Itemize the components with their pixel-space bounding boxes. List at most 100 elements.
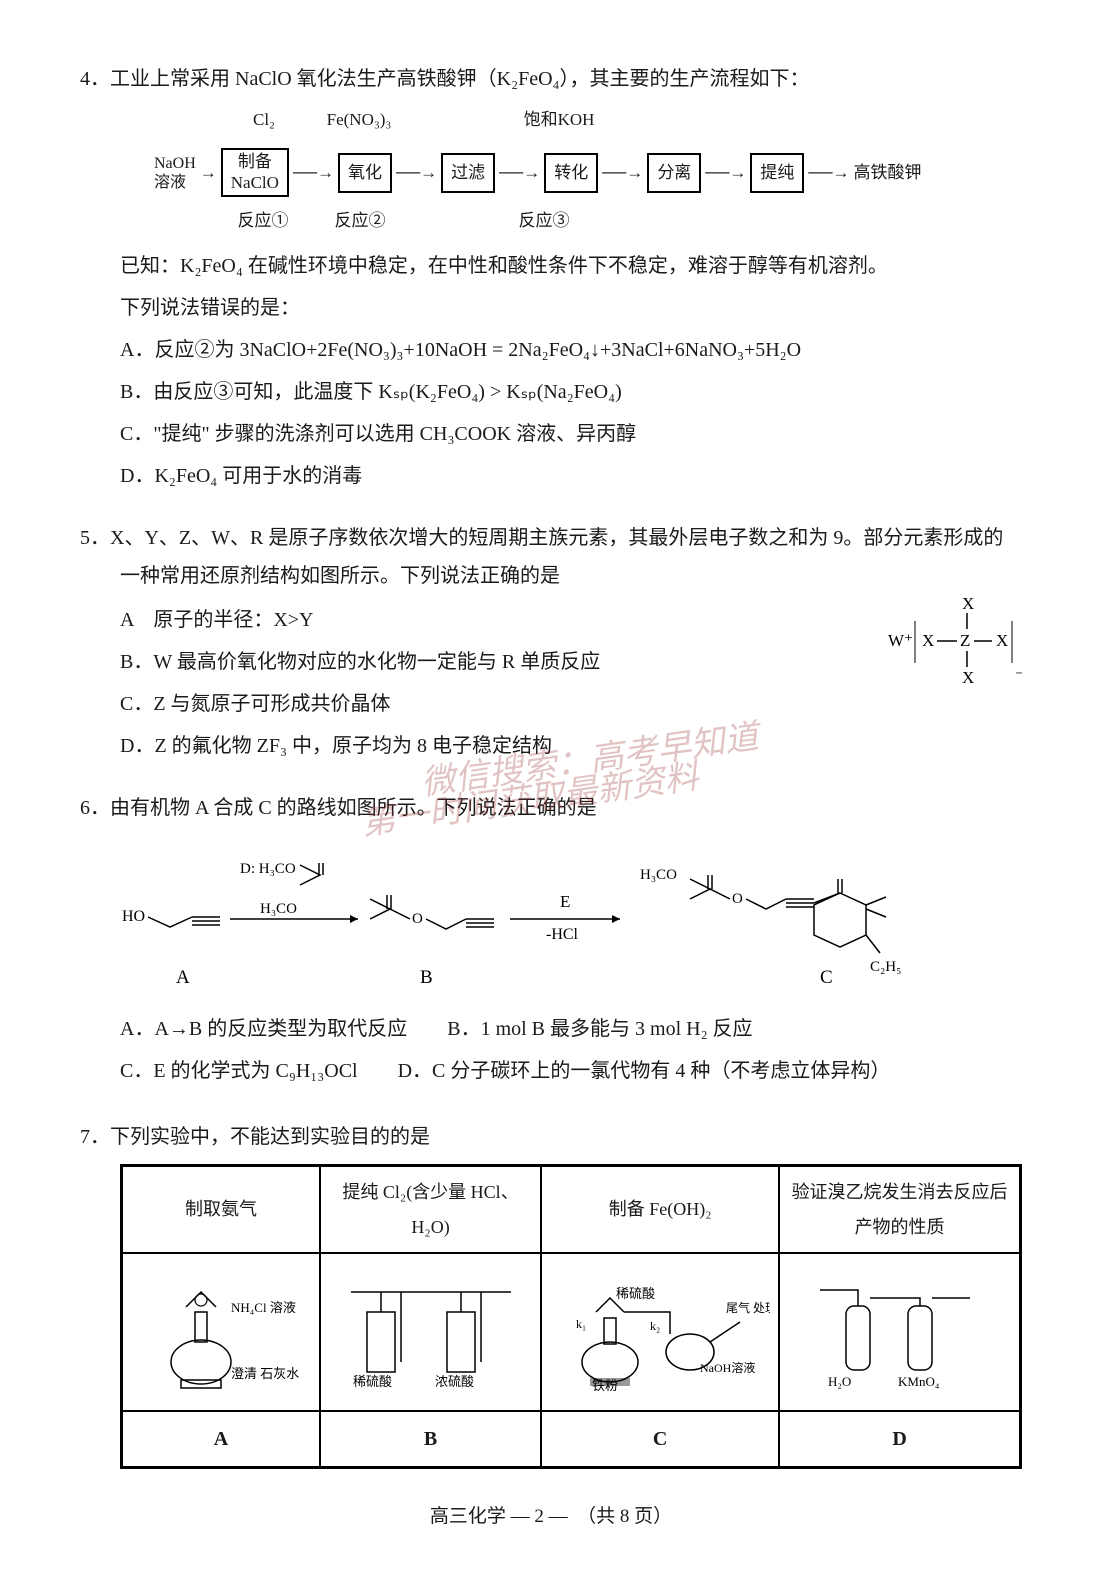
arrow-icon: ──→ <box>499 157 540 189</box>
q7-intro-text: 下列实验中，不能达到实验目的的是 <box>110 1126 430 1148</box>
q6-intro: 6．由有机物 A 合成 C 的路线如图所示。下列说法正确的是 <box>80 789 1022 827</box>
flow-rxn-2: 反应② <box>308 205 412 237</box>
diagC-l2: 尾气 处理 <box>726 1300 770 1315</box>
arrow-icon: ──→ <box>293 157 334 189</box>
label-A: A <box>176 967 190 988</box>
q4-intro-text: 工业上常采用 NaClO 氧化法生产高铁酸钾（K₂FeO₄），其主要的生产流程如… <box>110 68 810 90</box>
q7-intro: 7．下列实验中，不能达到实验目的的是 <box>80 1118 1022 1156</box>
question-7: 7．下列实验中，不能达到实验目的的是 制取氨气 提纯 Cl₂(含少量 HCl、H… <box>80 1118 1022 1469</box>
struct-X4: X <box>962 668 974 687</box>
diagA-l1: NH₄Cl 溶液 <box>231 1300 296 1315</box>
flow-box-2: 氧化 <box>338 153 392 193</box>
arrow-icon: ──→ <box>705 157 746 189</box>
q5-intro: 5．X、Y、Z、W、R 是原子序数依次增大的短周期主族元素，其最外层电子数之和为… <box>80 519 1022 595</box>
flow-inputs: Cl₂ Fe(NO₃)₃ 饱和KOH <box>154 104 1022 136</box>
flow-start: NaOH 溶液 <box>154 154 196 192</box>
q6-optA: A．A→B 的反应类型为取代反应 <box>120 1010 407 1048</box>
q6-optB: B．1 mol B 最多能与 3 mol H₂ 反应 <box>447 1010 752 1048</box>
reagent-E: E <box>560 892 570 911</box>
diagB-l2: 浓硫酸 <box>435 1374 474 1389</box>
diag-B: 稀硫酸 浓硫酸 <box>320 1253 541 1412</box>
q4-optA: A．反应②为 3NaClO+2Fe(NO₃)₃+10NaOH = 2Na₂FeO… <box>120 331 1022 369</box>
arrow-icon: ──→ <box>396 157 437 189</box>
th-A: 制取氨气 <box>122 1166 321 1253</box>
q4-intro: 4．工业上常采用 NaClO 氧化法生产高铁酸钾（K₂FeO₄），其主要的生产流… <box>80 60 1022 98</box>
diagC-l1: 稀硫酸 <box>616 1286 655 1301</box>
diagC-k2: k₂ <box>650 1319 660 1333</box>
flow-rxn-3 <box>412 205 492 237</box>
svg-text:O: O <box>732 891 743 907</box>
q7-number: 7． <box>80 1126 110 1148</box>
apparatus-C: 稀硫酸 尾气 处理 NaOH溶液 铁粉 k₁ k₂ <box>550 1262 770 1392</box>
diag-A: NH₄Cl 溶液 澄清 石灰水 <box>122 1253 321 1412</box>
label-B: B <box>420 967 433 988</box>
q6-number: 6． <box>80 797 110 819</box>
flow-box-4: 转化 <box>544 153 598 193</box>
q4-stem: 下列说法错误的是： <box>120 289 1022 327</box>
flow-box-1: 制备 NaClO <box>221 148 289 197</box>
diagD-l2: KMnO₄ <box>898 1374 940 1389</box>
page-footer: 高三化学 — 2 — （共 8 页） <box>80 1499 1022 1535</box>
struct-W: W⁺ <box>888 631 913 650</box>
svg-text:C₂H₅: C₂H₅ <box>870 959 901 975</box>
q4-known: 已知：K₂FeO₄ 在碱性环境中稳定，在中性和酸性条件下不稳定，难溶于醇等有机溶… <box>120 247 1022 285</box>
th-B: 提纯 Cl₂(含少量 HCl、H₂O) <box>320 1166 541 1253</box>
q5-number: 5． <box>80 527 110 549</box>
flow-input-2: Fe(NO₃)₃ <box>304 104 414 136</box>
diag-C: 稀硫酸 尾气 处理 NaOH溶液 铁粉 k₁ k₂ <box>541 1253 779 1412</box>
q5-intro-text: X、Y、Z、W、R 是原子序数依次增大的短周期主族元素，其最外层电子数之和为 9… <box>110 527 1003 587</box>
svg-text:O: O <box>412 911 423 927</box>
q6-optD: D．C 分子碳环上的一氯代物有 4 种（不考虑立体异构） <box>398 1052 891 1090</box>
q6-reaction-scheme: HO D: H₃CO H₃CO O E -HCl H₃CO O <box>120 843 1000 993</box>
flowchart: NaOH 溶液 → 制备 NaClO ──→ 氧化 ──→ 过滤 ──→ 转化 … <box>154 148 1022 197</box>
apparatus-A: NH₄Cl 溶液 澄清 石灰水 <box>131 1262 311 1392</box>
flow-end: 高铁酸钾 <box>854 157 922 189</box>
q5-structure-diagram: X W⁺ X Z X X ⁻ <box>882 591 1022 691</box>
label-A: A <box>122 1411 321 1468</box>
c-h3co: H₃CO <box>640 867 677 883</box>
struct-Z: Z <box>960 631 970 650</box>
flow-box-6: 提纯 <box>750 153 804 193</box>
label-D: D <box>779 1411 1020 1468</box>
flow-input-1: Cl₂ <box>224 104 304 136</box>
svg-text:HO: HO <box>122 908 145 925</box>
diagA-l2: 澄清 石灰水 <box>231 1366 299 1381</box>
q6-optC: C．E 的化学式为 C₉H₁₃OCl <box>120 1052 358 1090</box>
q4-number: 4． <box>80 68 110 90</box>
q5-optD: D．Z 的氟化物 ZF₃ 中，原子均为 8 电子稳定结构 <box>120 727 1022 765</box>
q6-intro-text: 由有机物 A 合成 C 的路线如图所示。下列说法正确的是 <box>110 797 597 819</box>
table-header-row: 制取氨气 提纯 Cl₂(含少量 HCl、H₂O) 制备 Fe(OH)₂ 验证溴乙… <box>122 1166 1021 1253</box>
flow-reactions: 反应① 反应② 反应③ <box>154 205 1022 237</box>
arrow-icon: ──→ <box>602 157 643 189</box>
diagB-l1: 稀硫酸 <box>353 1374 392 1389</box>
svg-text:H₃CO: H₃CO <box>260 901 297 917</box>
svg-text:⁻: ⁻ <box>1015 668 1022 685</box>
diagD-l1: H₂O <box>828 1374 851 1389</box>
diagC-k1: k₁ <box>576 1317 586 1331</box>
flow-rxn-1: 反应① <box>218 205 308 237</box>
reagent-D: D: H₃CO <box>240 861 296 877</box>
q4-optD: D．K₂FeO₄ 可用于水的消毒 <box>120 457 1022 495</box>
label-C: C <box>820 967 833 988</box>
label-C: C <box>541 1411 779 1468</box>
arrow-icon: → <box>200 157 217 189</box>
question-6: 微信搜索：高考早知道 第一时间获取最新资料 6．由有机物 A 合成 C 的路线如… <box>80 789 1022 1094</box>
flow-rxn-4: 反应③ <box>492 205 596 237</box>
arrow-icon: ──→ <box>808 157 849 189</box>
flow-box-5: 分离 <box>647 153 701 193</box>
diag-D: H₂O KMnO₄ <box>779 1253 1020 1412</box>
flow-input-3 <box>414 104 494 136</box>
q4-optC: C．"提纯" 步骤的洗涤剂可以选用 CH₃COOK 溶液、异丙醇 <box>120 415 1022 453</box>
q4-optB: B．由反应③可知，此温度下 Kₛₚ(K₂FeO₄) > Kₛₚ(Na₂FeO₄) <box>120 373 1022 411</box>
flow-box-3: 过滤 <box>441 153 495 193</box>
question-4: 4．工业上常采用 NaClO 氧化法生产高铁酸钾（K₂FeO₄），其主要的生产流… <box>80 60 1022 495</box>
apparatus-B: 稀硫酸 浓硫酸 <box>331 1262 531 1392</box>
label-B: B <box>320 1411 541 1468</box>
th-D: 验证溴乙烷发生消去反应后产物的性质 <box>779 1166 1020 1253</box>
struct-X: X <box>962 594 974 613</box>
th-C: 制备 Fe(OH)₂ <box>541 1166 779 1253</box>
table-label-row: A B C D <box>122 1411 1021 1468</box>
q7-table: 制取氨气 提纯 Cl₂(含少量 HCl、H₂O) 制备 Fe(OH)₂ 验证溴乙… <box>120 1164 1022 1469</box>
flow-input-4: 饱和KOH <box>494 104 624 136</box>
reagent-E-bot: -HCl <box>546 926 579 943</box>
